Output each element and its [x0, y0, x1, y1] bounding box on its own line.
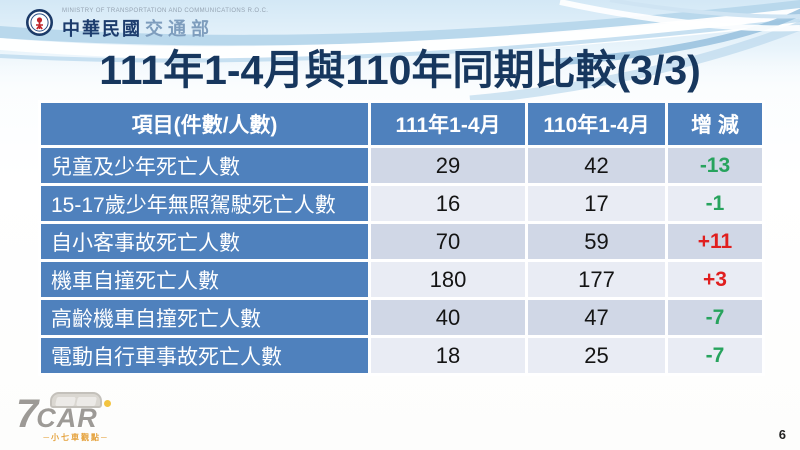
- row-value-110: 177: [525, 259, 668, 300]
- row-value-111: 18: [368, 335, 528, 376]
- column-header-111: 111年1-4月: [368, 100, 528, 148]
- banner-waves: [0, 0, 800, 100]
- row-diff-value: -13: [665, 145, 765, 186]
- table-row: 自小客事故死亡人數 70 59 +11: [38, 221, 765, 262]
- row-item-label: 自小客事故死亡人數: [38, 221, 371, 262]
- table-row: 兒童及少年死亡人數 29 42 -13: [38, 145, 765, 186]
- row-value-111: 40: [368, 297, 528, 338]
- row-item-label: 兒童及少年死亡人數: [38, 145, 371, 186]
- table-header-row: 項目(件數/人數) 111年1-4月 110年1-4月 增 減: [38, 100, 765, 148]
- row-value-110: 25: [525, 335, 668, 376]
- column-header-diff: 增 減: [665, 100, 765, 148]
- yellow-dot-icon: [104, 400, 111, 407]
- page-title: 111年1-4月與110年同期比較(3/3): [99, 47, 701, 93]
- column-header-110: 110年1-4月: [525, 100, 668, 148]
- row-value-111: 16: [368, 183, 528, 224]
- row-diff-value: -1: [665, 183, 765, 224]
- motc-name-secondary: 交通部: [145, 19, 214, 39]
- row-value-110: 59: [525, 221, 668, 262]
- row-value-110: 17: [525, 183, 668, 224]
- 7car-wordmark: 7CAR: [16, 392, 98, 436]
- row-diff-value: +11: [665, 221, 765, 262]
- column-header-item: 項目(件數/人數): [38, 100, 371, 148]
- row-item-label: 15-17歲少年無照駕駛死亡人數: [38, 183, 371, 224]
- row-value-110: 47: [525, 297, 668, 338]
- motc-emblem-icon: [26, 9, 53, 36]
- page-number: 6: [778, 427, 786, 442]
- row-diff-value: -7: [665, 335, 765, 376]
- motc-name-primary: 中華民國: [62, 19, 142, 39]
- row-value-111: 29: [368, 145, 528, 186]
- row-diff-value: +3: [665, 259, 765, 300]
- row-value-110: 42: [525, 145, 668, 186]
- car-icon: [50, 392, 102, 408]
- row-value-111: 70: [368, 221, 528, 262]
- table-row: 電動自行車事故死亡人數 18 25 -7: [38, 335, 765, 376]
- table-row: 高齡機車自撞死亡人數 40 47 -7: [38, 297, 765, 338]
- motc-chinese-name: 中華民國 交通部: [62, 15, 214, 41]
- motc-logo: MINISTRY OF TRANSPORTATION AND COMMUNICA…: [26, 6, 326, 40]
- row-value-111: 180: [368, 259, 528, 300]
- row-diff-value: -7: [665, 297, 765, 338]
- motc-english-name: MINISTRY OF TRANSPORTATION AND COMMUNICA…: [62, 8, 269, 14]
- 7car-watermark-logo: 7CAR ─小七車觀點─: [16, 392, 136, 444]
- 7car-tagline: ─小七車觀點─: [43, 433, 109, 442]
- row-item-label: 機車自撞死亡人數: [38, 259, 371, 300]
- table-row: 機車自撞死亡人數 180 177 +3: [38, 259, 765, 300]
- row-item-label: 高齡機車自撞死亡人數: [38, 297, 371, 338]
- stats-table: 項目(件數/人數) 111年1-4月 110年1-4月 增 減 兒童及少年死亡人…: [38, 100, 765, 376]
- row-item-label: 電動自行車事故死亡人數: [38, 335, 371, 376]
- table-row: 15-17歲少年無照駕駛死亡人數 16 17 -1: [38, 183, 765, 224]
